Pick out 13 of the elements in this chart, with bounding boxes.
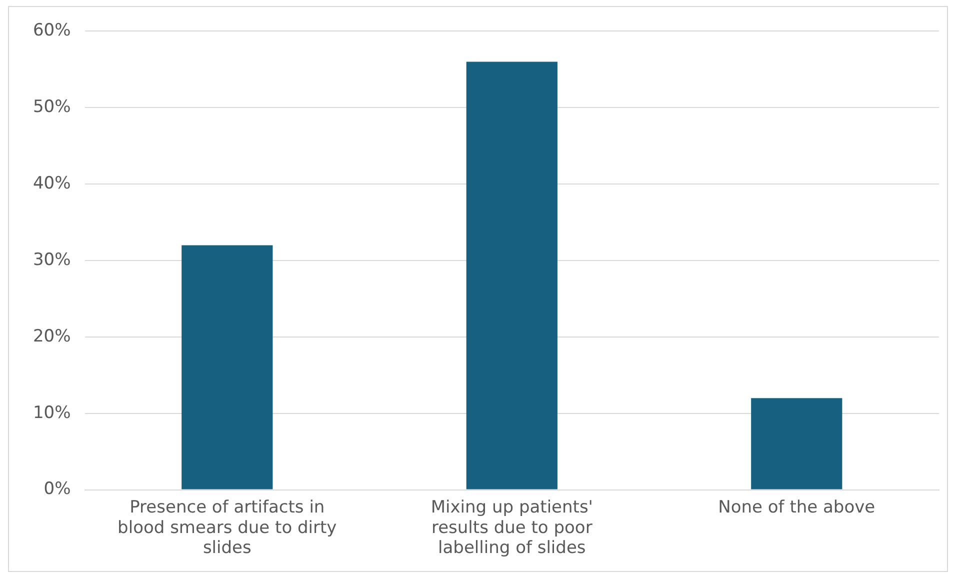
- x-tick-label: Mixing up patients' results due to poor labelling of slides: [430, 497, 593, 558]
- bar: [182, 245, 273, 490]
- y-tick-label: 40%: [32, 173, 71, 194]
- bar: [751, 398, 842, 490]
- x-tick-label: Presence of artifacts in blood smears due to dirty slides: [118, 497, 337, 558]
- y-tick-label: 30%: [32, 250, 71, 270]
- y-tick-label: 60%: [32, 20, 71, 41]
- y-tick-label: 20%: [32, 326, 71, 346]
- y-tick-label: 50%: [32, 97, 71, 118]
- x-tick-label: None of the above: [718, 497, 876, 518]
- bar: [466, 62, 558, 490]
- y-tick-label: 0%: [44, 479, 71, 500]
- y-tick-label: 10%: [32, 402, 71, 423]
